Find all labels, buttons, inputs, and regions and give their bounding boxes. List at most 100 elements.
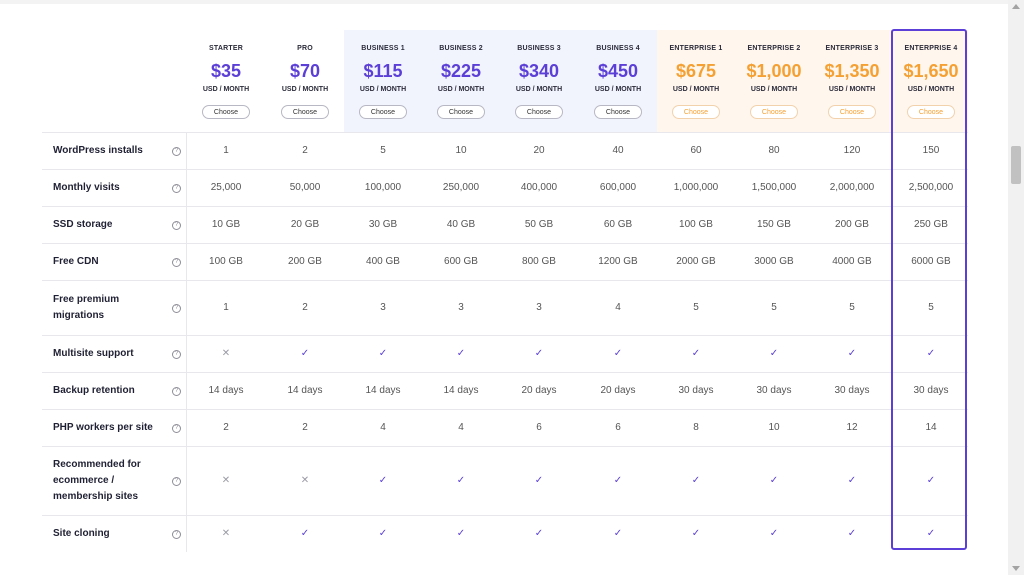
feature-label: Monthly visits (53, 181, 120, 193)
feature-value: 6000 GB (911, 255, 951, 267)
feature-value: 1 (223, 144, 229, 156)
feature-label: Multisite support (53, 347, 134, 359)
info-icon[interactable]: ? (172, 476, 181, 486)
check-icon: ✓ (847, 474, 857, 486)
info-icon[interactable]: ? (172, 423, 181, 433)
feature-value: 150 (922, 144, 940, 156)
feature-label: Free CDN (53, 255, 99, 267)
feature-value: 3 (536, 301, 542, 313)
plan-name: BUSINESS 3 (517, 45, 561, 52)
plan-price: $1,650 (903, 61, 959, 81)
row-divider (42, 335, 968, 336)
feature-value: 5 (693, 301, 699, 313)
feature-value: 25,000 (210, 181, 242, 193)
plan-name: PRO (297, 45, 313, 52)
feature-value: 250,000 (442, 181, 480, 193)
feature-value: 14 days (365, 384, 401, 396)
selected-plan-highlight (891, 29, 967, 550)
feature-value: 5 (928, 301, 934, 313)
scrollbar-thumb[interactable] (1011, 146, 1021, 184)
row-divider (42, 243, 968, 244)
price-period: USD / MONTH (750, 86, 798, 93)
plan-column-header: BUSINESS 1 $115 USD / MONTH Choose (344, 30, 422, 132)
feature-value: 5 (849, 301, 855, 313)
info-icon[interactable]: ? (172, 146, 181, 156)
choose-plan-button[interactable]: Choose (281, 105, 329, 119)
info-icon[interactable]: ? (172, 386, 181, 396)
feature-value: 20 days (600, 384, 636, 396)
choose-plan-button[interactable]: Choose (594, 105, 642, 119)
feature-value: 20 (533, 144, 545, 156)
feature-value: 30 days (756, 384, 792, 396)
choose-plan-button[interactable]: Choose (437, 105, 485, 119)
check-icon: ✓ (534, 347, 544, 359)
feature-value: 30 days (678, 384, 714, 396)
scroll-up-arrow-icon[interactable] (1012, 4, 1020, 9)
feature-value: 100,000 (364, 181, 402, 193)
choose-plan-button[interactable]: Choose (359, 105, 407, 119)
feature-value: 30 GB (368, 218, 398, 230)
feature-value: 14 days (443, 384, 479, 396)
feature-value: 4 (458, 421, 464, 433)
check-icon: ✓ (378, 527, 388, 539)
check-icon: ✓ (613, 347, 623, 359)
info-icon[interactable]: ? (172, 349, 181, 359)
feature-value: 3 (458, 301, 464, 313)
info-icon[interactable]: ? (172, 220, 181, 230)
price-period: USD / MONTH (515, 86, 563, 93)
feature-value: 14 days (208, 384, 244, 396)
feature-value: 14 days (287, 384, 323, 396)
info-icon[interactable]: ? (172, 303, 181, 313)
choose-plan-button[interactable]: Choose (907, 105, 955, 119)
feature-value: 80 (768, 144, 780, 156)
feature-value: 2 (302, 144, 308, 156)
feature-value: 20 GB (290, 218, 320, 230)
feature-value: 60 (690, 144, 702, 156)
price-period: USD / MONTH (437, 86, 485, 93)
feature-value: 5 (771, 301, 777, 313)
plan-name: BUSINESS 4 (596, 45, 640, 52)
feature-value: 250 GB (914, 218, 948, 230)
choose-plan-button[interactable]: Choose (828, 105, 876, 119)
label-column-divider (186, 132, 187, 552)
page-scrollbar[interactable] (1008, 0, 1024, 575)
feature-value: 10 (768, 421, 780, 433)
info-icon[interactable]: ? (172, 183, 181, 193)
price-period: USD / MONTH (202, 86, 250, 93)
feature-value: 30 days (834, 384, 870, 396)
check-icon: ✓ (691, 347, 701, 359)
feature-label: SSD storage (53, 218, 113, 230)
feature-label: Site cloning (53, 527, 110, 539)
plan-price: $1,350 (824, 61, 880, 81)
row-divider (42, 169, 968, 170)
feature-value: 1,500,000 (751, 181, 797, 193)
cross-icon: ✕ (300, 474, 310, 486)
info-icon[interactable]: ? (172, 529, 181, 539)
feature-value: 40 GB (446, 218, 476, 230)
plan-column-header: BUSINESS 4 $450 USD / MONTH Choose (579, 30, 657, 132)
feature-value: 4 (380, 421, 386, 433)
top-divider (0, 0, 1008, 4)
plan-price: $35 (210, 61, 242, 81)
feature-value: 100 GB (209, 255, 243, 267)
feature-label: WordPress installs (53, 144, 143, 156)
feature-value: 40 (612, 144, 624, 156)
feature-value: 3 (380, 301, 386, 313)
feature-label: PHP workers per site (53, 421, 153, 433)
scroll-down-arrow-icon[interactable] (1012, 566, 1020, 571)
feature-value: 200 GB (835, 218, 869, 230)
row-divider (42, 409, 968, 410)
plan-name: ENTERPRISE 1 (669, 45, 723, 52)
info-icon[interactable]: ? (172, 257, 181, 267)
choose-plan-button[interactable]: Choose (750, 105, 798, 119)
plan-name: ENTERPRISE 4 (904, 45, 958, 52)
price-period: USD / MONTH (281, 86, 329, 93)
feature-value: 12 (846, 421, 858, 433)
choose-plan-button[interactable]: Choose (672, 105, 720, 119)
check-icon: ✓ (691, 527, 701, 539)
check-icon: ✓ (456, 347, 466, 359)
choose-plan-button[interactable]: Choose (202, 105, 250, 119)
plan-column-header: PRO $70 USD / MONTH Choose (266, 30, 344, 132)
feature-value: 600,000 (599, 181, 637, 193)
choose-plan-button[interactable]: Choose (515, 105, 563, 119)
